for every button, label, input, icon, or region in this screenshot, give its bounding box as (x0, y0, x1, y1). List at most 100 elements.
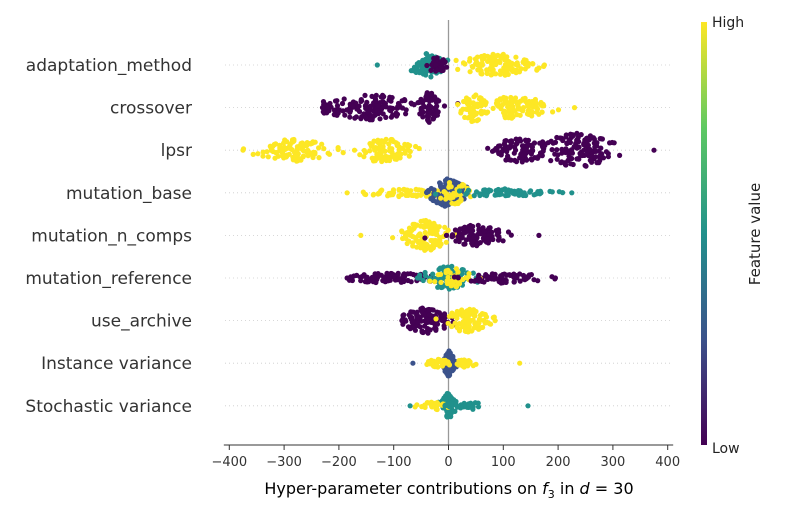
data-point (424, 62, 430, 69)
data-point (404, 190, 410, 196)
data-point (468, 114, 474, 121)
data-point (485, 109, 491, 115)
x-tick-label: 100 (491, 455, 516, 470)
data-point (396, 193, 402, 199)
data-point (281, 144, 287, 150)
data-point (470, 100, 476, 106)
data-point (474, 243, 480, 249)
data-point (463, 312, 470, 318)
data-point (489, 59, 495, 65)
data-point (418, 107, 424, 113)
data-point (461, 225, 468, 231)
data-point (371, 138, 377, 144)
data-point (264, 149, 270, 155)
data-point (428, 400, 434, 406)
data-point (536, 111, 542, 117)
data-points (240, 51, 657, 420)
data-point (559, 146, 565, 152)
data-point (381, 147, 387, 153)
data-point (384, 270, 390, 276)
data-point (268, 147, 275, 153)
data-point (287, 145, 293, 151)
data-point (421, 218, 427, 224)
data-point (399, 98, 405, 104)
data-point (532, 99, 539, 105)
feature-label: crossover (110, 99, 192, 119)
data-point (522, 137, 529, 143)
data-point (592, 144, 598, 150)
data-point (498, 191, 504, 197)
data-point (367, 148, 373, 154)
data-point (535, 278, 541, 284)
data-point (413, 143, 419, 150)
data-point (427, 227, 433, 233)
data-point (466, 319, 472, 326)
data-point (422, 273, 429, 279)
data-point (437, 265, 443, 271)
data-point (294, 144, 300, 150)
data-point (360, 189, 366, 195)
data-point (535, 155, 541, 161)
data-point (467, 69, 473, 75)
data-point (452, 320, 458, 326)
data-point (424, 328, 430, 334)
data-point (484, 236, 490, 242)
data-point (477, 95, 483, 101)
data-point (430, 271, 436, 277)
data-point (442, 402, 448, 408)
data-point (518, 151, 524, 158)
data-point (534, 67, 540, 73)
data-point (463, 99, 469, 105)
data-point (388, 98, 394, 104)
data-point (428, 247, 434, 253)
data-point (438, 279, 444, 285)
data-point (452, 227, 458, 233)
data-point (335, 110, 341, 116)
data-point (456, 184, 462, 190)
data-point (377, 116, 383, 122)
data-point (477, 103, 484, 109)
data-point (576, 139, 582, 145)
data-point (548, 158, 554, 164)
data-point (479, 57, 486, 63)
data-point (569, 190, 575, 196)
data-point (308, 141, 314, 147)
data-point (278, 148, 284, 155)
data-point (469, 328, 475, 334)
data-point (482, 191, 488, 197)
data-point (422, 323, 428, 329)
data-point (334, 98, 340, 104)
data-point (617, 152, 623, 158)
data-point (497, 71, 503, 77)
data-point (523, 146, 529, 152)
data-point (494, 192, 500, 198)
data-point (552, 275, 559, 281)
data-point (484, 273, 490, 279)
data-point (446, 373, 452, 379)
data-point (512, 191, 518, 197)
data-point (406, 153, 412, 159)
data-point (497, 97, 504, 103)
data-point (519, 143, 526, 149)
data-point (424, 361, 430, 367)
data-point (305, 153, 311, 159)
data-point (396, 276, 402, 282)
data-point (575, 135, 581, 141)
data-point (420, 277, 426, 284)
data-point (443, 270, 449, 276)
data-point (503, 277, 509, 284)
data-point (441, 103, 448, 109)
data-point (344, 190, 350, 196)
data-point (379, 158, 385, 165)
data-point (401, 312, 407, 318)
data-point (273, 150, 279, 156)
data-point (563, 146, 569, 152)
data-point (449, 323, 455, 330)
data-point (433, 62, 439, 68)
data-point (324, 104, 330, 110)
data-point (524, 157, 530, 163)
data-point (471, 234, 477, 240)
data-point (505, 191, 511, 197)
data-point (467, 110, 473, 116)
data-point (526, 272, 532, 278)
